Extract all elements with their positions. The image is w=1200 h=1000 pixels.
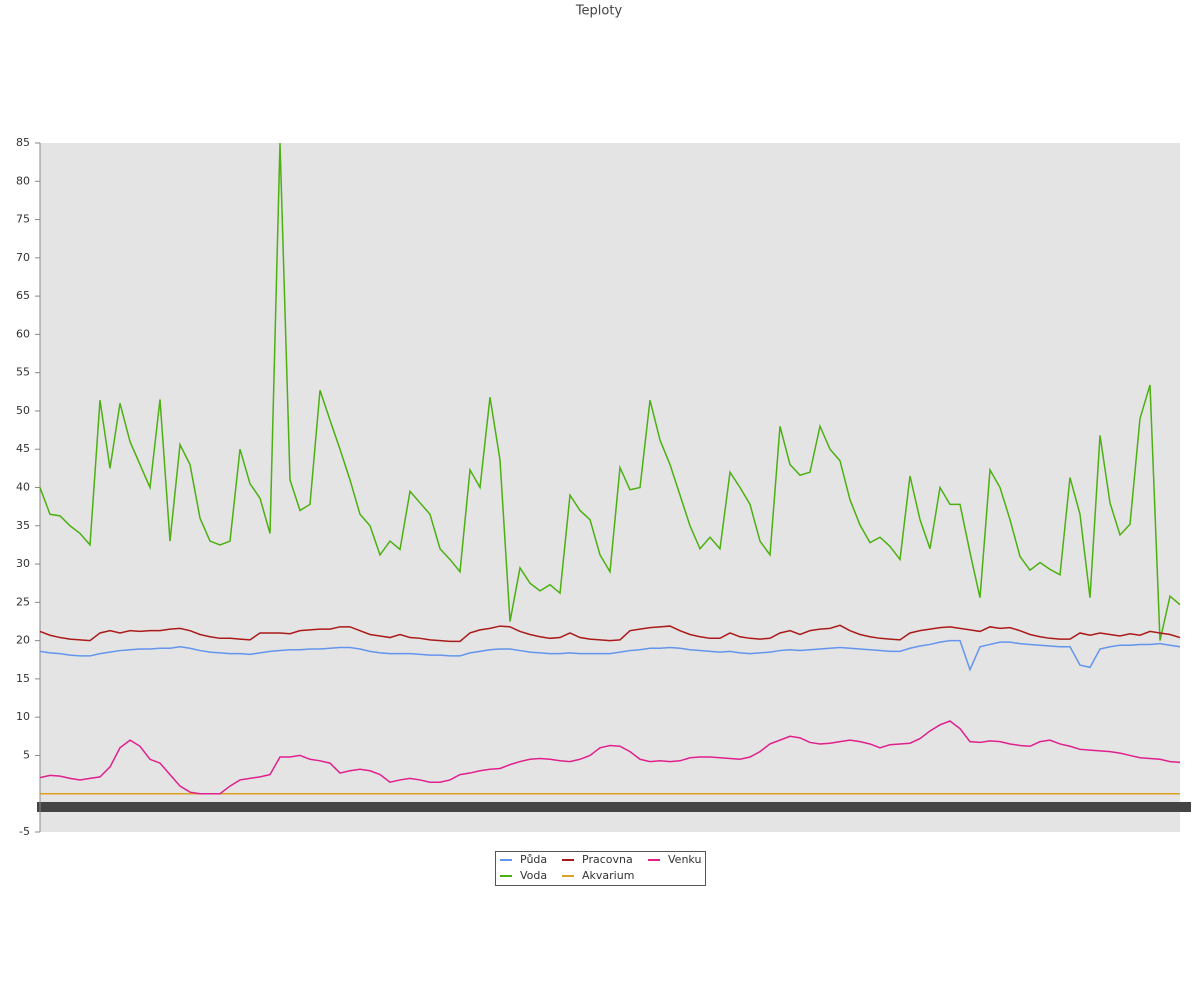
y-tick-label: 25 [16,595,30,608]
series-line [39,720,1181,795]
y-tick-label: 60 [16,327,30,340]
y-tick-label: 15 [16,672,30,685]
legend-label: Akvarium [582,869,634,882]
y-tick-label: 75 [16,213,30,226]
y-tick-label: 45 [16,442,30,455]
y-tick-label: 70 [16,251,30,264]
chart-title: Teploty [575,4,623,19]
y-tick-label: 80 [16,174,30,187]
series-line [39,624,1181,643]
plot-area [40,143,1180,832]
y-tick-label: 10 [16,710,30,723]
y-tick-label: 85 [16,136,30,149]
legend-label: Pracovna [582,853,633,866]
y-tick-label: 30 [16,557,30,570]
legend-label: Půda [520,853,547,866]
y-tick-label: 55 [16,366,30,379]
y-tick-label: -5 [19,825,30,838]
legend-label: Venku [668,853,701,866]
y-tick-label: 50 [16,404,30,417]
x-axis-labels [37,802,1191,812]
y-tick-label: 65 [16,289,30,302]
y-tick-label: 40 [16,481,30,494]
legend-label: Voda [520,869,547,882]
series-line [39,142,1181,641]
y-tick-label: 20 [16,634,30,647]
legend [495,851,706,886]
y-tick-label: 35 [16,519,30,532]
y-tick-label: 5 [23,748,30,761]
series-line [39,639,1181,672]
